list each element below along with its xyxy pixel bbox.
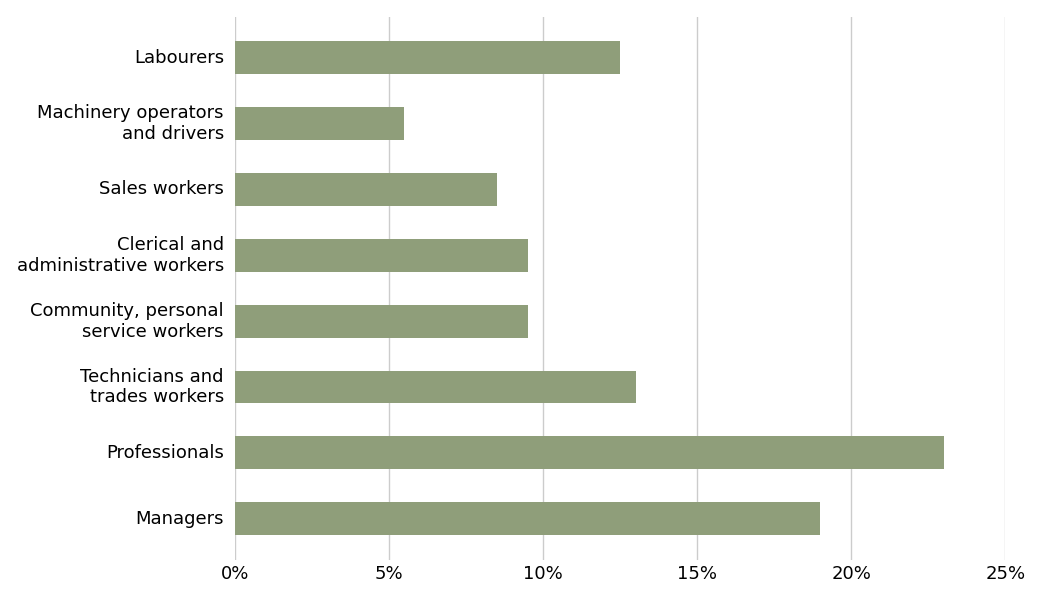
- Bar: [235, 371, 636, 403]
- Bar: [235, 239, 527, 272]
- Bar: [235, 173, 497, 206]
- Bar: [235, 436, 944, 469]
- Bar: [235, 107, 404, 140]
- Bar: [235, 502, 820, 535]
- Bar: [235, 41, 620, 74]
- Bar: [235, 305, 527, 338]
